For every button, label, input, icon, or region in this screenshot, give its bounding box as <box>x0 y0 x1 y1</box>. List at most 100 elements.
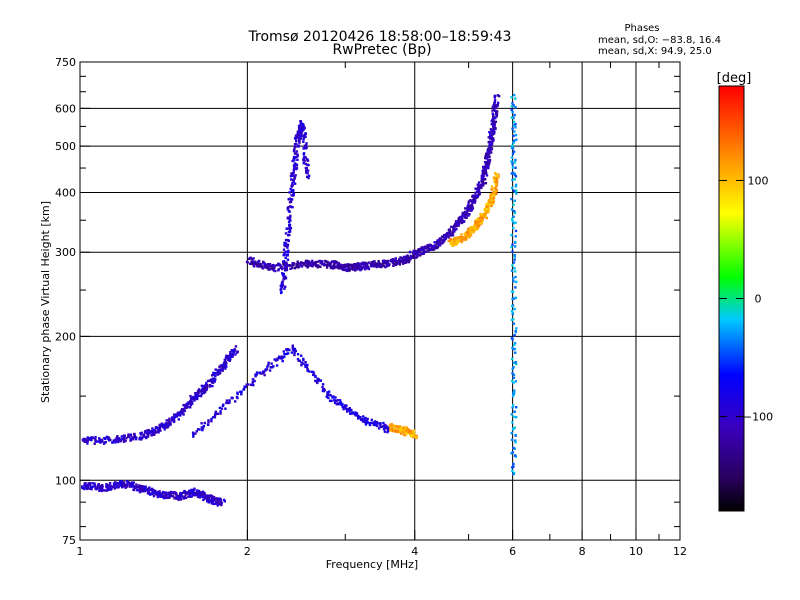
data-point <box>463 232 466 236</box>
data-point <box>102 442 106 445</box>
data-point <box>264 368 267 371</box>
data-point <box>289 187 292 191</box>
data-point <box>488 140 492 144</box>
data-point <box>512 322 516 325</box>
data-point <box>402 427 405 430</box>
data-point <box>512 472 515 476</box>
data-point <box>291 181 294 185</box>
data-point <box>190 488 194 492</box>
data-point <box>306 263 310 267</box>
data-point <box>298 141 301 144</box>
data-point <box>436 239 439 242</box>
data-point <box>482 214 485 218</box>
data-point <box>492 121 495 124</box>
data-point <box>382 428 386 431</box>
data-point <box>374 263 377 266</box>
data-point <box>232 349 235 352</box>
data-point <box>512 189 516 192</box>
data-point <box>483 177 487 181</box>
data-point <box>454 220 458 223</box>
data-point <box>374 262 378 265</box>
data-point <box>488 159 492 162</box>
data-point <box>221 363 225 367</box>
data-point <box>481 178 484 182</box>
data-point <box>489 199 493 202</box>
data-point <box>514 183 518 186</box>
data-point <box>157 429 160 432</box>
data-point <box>514 133 518 137</box>
data-point <box>447 228 451 232</box>
data-point <box>273 264 276 267</box>
data-point <box>409 429 412 433</box>
data-point <box>321 260 324 263</box>
data-point <box>513 124 516 128</box>
data-point <box>290 205 293 209</box>
data-point <box>474 222 478 225</box>
data-point <box>493 94 497 98</box>
data-point <box>296 158 299 161</box>
data-point <box>279 284 282 288</box>
data-point <box>186 404 189 407</box>
data-point <box>480 174 483 178</box>
data-point <box>227 357 230 360</box>
data-point <box>308 261 311 264</box>
data-point <box>354 414 357 417</box>
data-point <box>319 265 322 268</box>
data-point <box>496 110 499 113</box>
data-point <box>477 188 480 191</box>
data-point <box>473 226 476 229</box>
data-point <box>439 244 442 247</box>
data-point <box>188 495 191 498</box>
data-point <box>281 282 284 285</box>
data-point <box>138 438 141 441</box>
data-point <box>258 371 262 374</box>
data-point <box>116 483 119 486</box>
data-point <box>218 369 222 372</box>
data-point <box>233 348 236 351</box>
data-point <box>478 186 481 189</box>
data-point <box>144 436 148 440</box>
data-point <box>489 193 492 196</box>
data-point <box>122 436 125 440</box>
data-point <box>173 415 177 419</box>
data-point <box>494 120 497 123</box>
data-point <box>334 265 338 269</box>
data-point <box>213 416 217 419</box>
data-point <box>513 454 517 457</box>
data-point <box>357 417 360 420</box>
data-point <box>187 492 190 495</box>
data-point <box>184 405 187 408</box>
data-point <box>257 265 260 268</box>
data-point <box>305 169 308 172</box>
data-point <box>269 264 273 267</box>
data-point <box>207 497 211 500</box>
data-point <box>511 451 514 454</box>
data-point <box>255 372 258 376</box>
data-point <box>454 241 457 244</box>
data-point <box>141 485 144 488</box>
data-point <box>304 166 308 170</box>
data-point <box>344 404 347 407</box>
data-point <box>392 424 396 427</box>
data-point <box>485 203 488 206</box>
data-point <box>513 178 516 181</box>
data-point <box>289 219 292 222</box>
data-point <box>316 266 319 269</box>
data-point <box>474 220 477 223</box>
data-point <box>513 258 516 261</box>
data-point <box>301 261 305 265</box>
data-point <box>288 264 291 267</box>
data-point <box>303 144 307 147</box>
data-point <box>514 245 517 248</box>
data-point <box>148 493 152 496</box>
data-point <box>510 108 513 112</box>
data-point <box>212 496 216 499</box>
data-point <box>179 414 182 417</box>
data-point <box>300 364 303 367</box>
data-point <box>152 489 156 492</box>
data-point <box>292 263 295 266</box>
data-point <box>187 402 190 405</box>
data-point <box>301 128 304 131</box>
data-point <box>292 155 296 159</box>
data-point <box>449 237 452 241</box>
